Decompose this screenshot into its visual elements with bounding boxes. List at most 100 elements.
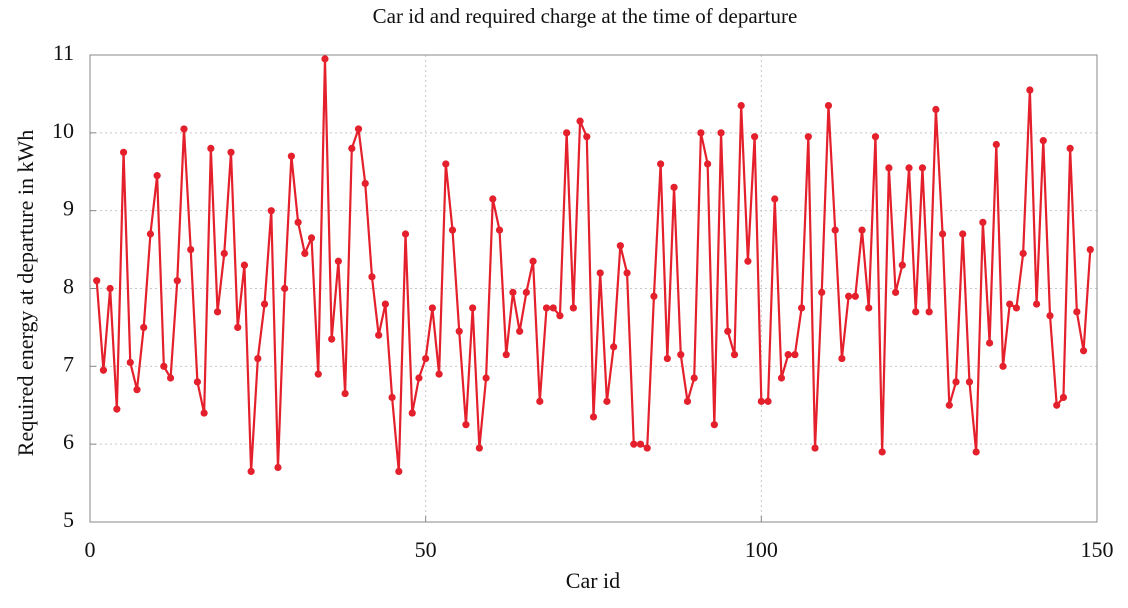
data-point — [892, 288, 900, 296]
data-point — [811, 444, 819, 452]
x-tick-label: 50 — [415, 537, 437, 562]
data-point — [435, 370, 443, 378]
data-point — [630, 440, 638, 448]
data-point — [798, 304, 806, 312]
x-tick-label: 150 — [1081, 537, 1114, 562]
x-tick-label: 100 — [745, 537, 778, 562]
data-point — [784, 351, 792, 359]
y-tick-label: 8 — [63, 274, 74, 299]
data-point — [690, 374, 698, 382]
data-point — [1026, 86, 1034, 94]
data-point — [368, 273, 376, 281]
data-point — [1032, 300, 1041, 308]
data-point — [683, 397, 692, 405]
data-point — [415, 374, 423, 382]
data-point — [717, 129, 725, 137]
data-point — [375, 331, 383, 339]
data-point — [502, 351, 510, 359]
data-point — [133, 386, 141, 394]
data-point — [193, 378, 202, 386]
data-point — [704, 160, 712, 168]
data-point — [791, 351, 799, 359]
data-point — [865, 304, 873, 312]
data-point — [677, 351, 685, 359]
data-point — [207, 144, 215, 152]
data-point — [938, 230, 947, 238]
data-point — [401, 230, 410, 238]
data-point — [234, 323, 242, 332]
data-point — [341, 389, 349, 398]
y-tick-label: 11 — [53, 40, 74, 65]
data-point — [1012, 304, 1021, 312]
data-point — [636, 440, 645, 448]
data-point — [173, 277, 181, 285]
data-point — [93, 277, 101, 285]
data-point — [851, 292, 859, 300]
data-point — [589, 413, 598, 421]
data-point — [650, 292, 658, 300]
data-point — [1066, 144, 1074, 152]
data-point — [160, 362, 168, 370]
data-point — [764, 397, 772, 405]
data-point — [495, 226, 504, 234]
y-tick-label: 6 — [63, 429, 74, 454]
data-point — [737, 101, 745, 110]
data-point — [623, 269, 631, 277]
data-point — [1039, 137, 1047, 145]
data-point — [1059, 393, 1068, 402]
data-point — [583, 133, 591, 141]
data-point — [965, 378, 974, 386]
data-point — [945, 401, 953, 409]
data-point — [428, 304, 436, 312]
data-point — [952, 378, 960, 386]
data-point — [455, 327, 463, 335]
data-point — [153, 172, 161, 180]
data-point — [482, 374, 490, 382]
y-tick-label: 7 — [63, 351, 74, 376]
data-point — [516, 327, 524, 335]
data-point — [200, 409, 208, 417]
data-point — [119, 148, 128, 156]
data-point — [469, 304, 477, 312]
data-point — [542, 304, 551, 312]
data-point — [663, 354, 671, 363]
data-point — [227, 148, 235, 156]
data-point — [932, 105, 940, 114]
x-tick-label: 0 — [85, 537, 96, 562]
data-point — [388, 393, 396, 402]
data-point — [475, 444, 483, 452]
data-point — [569, 304, 577, 312]
data-point — [845, 292, 853, 300]
data-point — [113, 405, 121, 413]
data-point — [307, 234, 316, 242]
data-point — [536, 397, 544, 405]
data-point — [751, 133, 759, 141]
data-point — [871, 133, 880, 141]
data-point — [757, 397, 765, 405]
data-point — [240, 261, 249, 269]
data-point — [267, 207, 275, 215]
data-point — [522, 288, 530, 296]
data-layer — [93, 55, 1094, 476]
data-point — [972, 448, 980, 456]
data-point — [314, 370, 322, 378]
data-point — [1006, 300, 1014, 308]
data-point — [99, 366, 108, 374]
data-point — [603, 397, 611, 405]
data-point — [925, 308, 933, 316]
data-point — [885, 164, 893, 172]
data-point — [670, 183, 678, 191]
data-point — [260, 300, 269, 308]
data-point — [744, 257, 752, 265]
data-point — [321, 55, 329, 63]
data-point — [328, 335, 336, 343]
data-point — [354, 125, 363, 133]
data-point — [187, 245, 195, 254]
data-point — [959, 230, 967, 238]
data-point — [274, 463, 282, 472]
data-point — [361, 179, 369, 188]
data-point — [818, 288, 826, 296]
data-point — [549, 304, 557, 312]
data-point — [596, 269, 604, 277]
plot-frame — [89, 54, 1098, 523]
